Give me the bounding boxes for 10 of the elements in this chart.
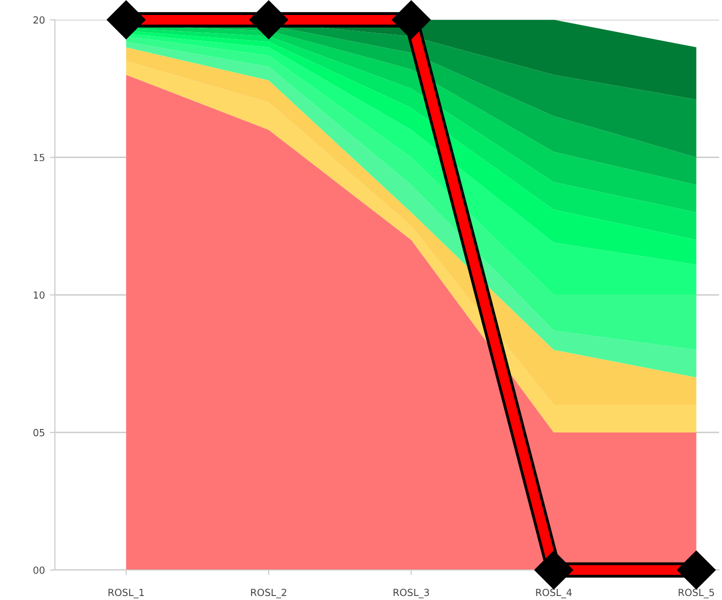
y-tick-label: 15 (34, 154, 44, 162)
x-tick-label: ROSL_4 (536, 588, 572, 598)
y-tick-label: 10 (34, 291, 45, 299)
x-tick-label: ROSL_1 (108, 588, 144, 598)
y-tick-label: 05 (33, 428, 44, 436)
x-tick-label: ROSL_3 (394, 588, 429, 598)
x-tick-label: ROSL_2 (251, 588, 286, 598)
y-tick-label: 00 (33, 566, 45, 574)
x-tick-label: ROSL_5 (678, 588, 714, 598)
y-tick-label: 20 (33, 16, 45, 24)
